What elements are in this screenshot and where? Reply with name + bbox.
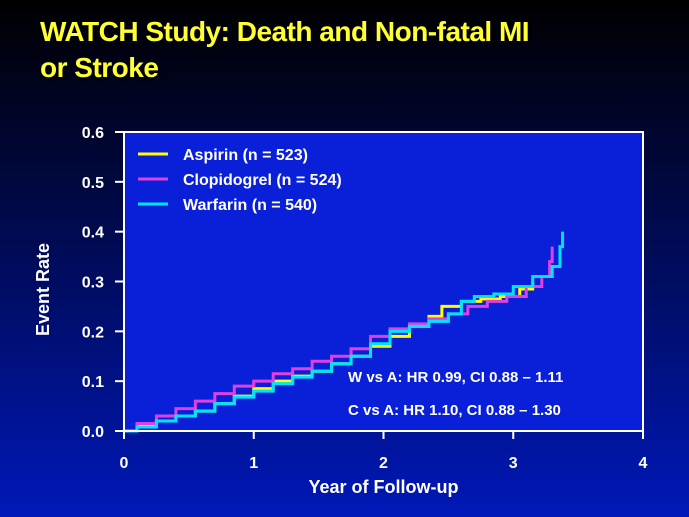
x-tick-label: 3 [509, 455, 518, 472]
y-tick-label: 0.2 [82, 324, 104, 341]
slide-title-line-2: or Stroke [40, 52, 159, 83]
annotations: W vs A: HR 0.99, CI 0.88 – 1.11 C vs A: H… [348, 369, 563, 419]
y-tick-label: 0.6 [82, 125, 104, 142]
x-tick-label: 0 [120, 455, 129, 472]
y-axis-title: Event Rate [33, 243, 53, 336]
legend: Aspirin (n = 523) Clopidogrel (n = 524) Wa… [138, 147, 342, 214]
slide-title: WATCH Study: Death and Non-fatal MI or S… [40, 14, 660, 86]
legend-label: Warfarin (n = 540) [183, 197, 317, 214]
hazard-ratio-annotation: C vs A: HR 1.10, CI 0.88 – 1.30 [348, 402, 561, 419]
x-tick-label: 1 [249, 455, 258, 472]
series-layer [124, 231, 565, 433]
y-axis-ticks: 0.0 0.1 0.2 0.3 0.4 0.5 0.6 [82, 125, 124, 441]
x-axis-ticks: 0 1 2 3 4 [120, 431, 648, 472]
legend-label: Aspirin (n = 523) [183, 147, 308, 164]
plot-area [124, 132, 643, 431]
hazard-ratio-annotation: W vs A: HR 0.99, CI 0.88 – 1.11 [348, 369, 563, 386]
x-axis-title: Year of Follow-up [308, 477, 458, 497]
y-tick-label: 0.5 [82, 175, 104, 192]
x-tick-label: 2 [379, 455, 388, 472]
series-line-2 [124, 246, 554, 433]
y-tick-label: 0.3 [82, 275, 104, 292]
legend-label: Clopidogrel (n = 524) [183, 172, 342, 189]
y-tick-label: 0.1 [82, 374, 104, 391]
slide-title-line-1: WATCH Study: Death and Non-fatal MI [40, 16, 530, 47]
y-tick-label: 0.4 [82, 225, 104, 242]
x-tick-label: 4 [639, 455, 648, 472]
series-line-3 [124, 231, 565, 433]
y-tick-label: 0.0 [82, 424, 104, 441]
